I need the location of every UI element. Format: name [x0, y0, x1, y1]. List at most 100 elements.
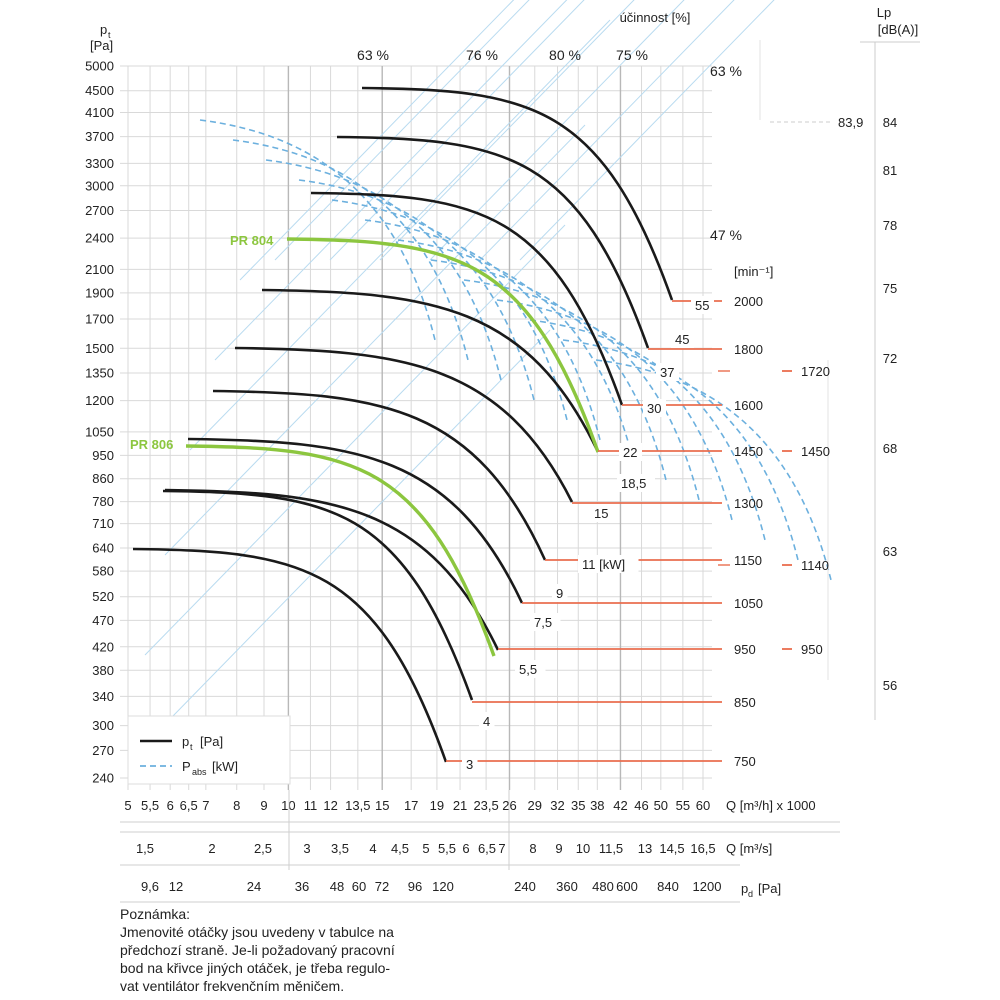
legend-label: P	[182, 759, 191, 774]
y-axis-title: p	[100, 22, 107, 37]
x-tick-label: 21	[453, 798, 467, 813]
pressure-curve	[162, 489, 474, 701]
footnote-title: Poznámka:	[120, 906, 191, 922]
pd-tick-label: 36	[295, 879, 309, 894]
system-curve-line	[189, 19, 611, 451]
pd-tick-label: 120	[432, 879, 454, 894]
q-s-tick-label: 8	[529, 841, 536, 856]
x-tick-label: 35	[571, 798, 585, 813]
q-s-tick-label: 9	[555, 841, 562, 856]
power-label: 37	[660, 365, 674, 380]
y-tick-label: 1700	[85, 311, 114, 326]
q-s-tick-label: 2,5	[254, 841, 272, 856]
footnote-line: vat ventilátor frekvenčním měničem.	[120, 978, 345, 994]
rpm-extra-label: 1140	[801, 558, 829, 573]
y-tick-label: 4100	[85, 105, 114, 120]
highlight-curve	[286, 237, 600, 453]
power-label-bg	[462, 755, 478, 773]
power-curve	[595, 359, 832, 581]
y-tick-label: 1200	[85, 393, 114, 408]
y-tick-label: 3300	[85, 156, 114, 171]
system-curve-line	[379, 0, 635, 261]
power-curve	[463, 279, 700, 501]
power-label-bg	[590, 504, 613, 522]
y-tick-label: 860	[92, 471, 114, 486]
power-label-bg	[515, 660, 546, 678]
power-curve	[529, 319, 766, 541]
system-curve-line	[519, 0, 775, 261]
pd-tick-label: 1200	[693, 879, 722, 894]
pd-tick-label: 600	[616, 879, 638, 894]
noise-unit: [dB(A)]	[878, 22, 918, 37]
rpm-label: 950	[734, 642, 756, 657]
q-s-tick-label: 5,5	[438, 841, 456, 856]
y-tick-label: 520	[92, 589, 114, 604]
system-curve-line	[274, 0, 530, 261]
footnote-line: bod na křivce jiných otáček, je třeba re…	[120, 960, 391, 976]
system-curve-line	[239, 0, 515, 281]
x-tick-label: 15	[375, 798, 389, 813]
power-label: 18,5	[621, 476, 646, 491]
y-tick-label: 2400	[85, 231, 114, 246]
rpm-label: 2000	[734, 294, 763, 309]
system-curve-line	[479, 0, 735, 261]
x-tick-label: 46	[634, 798, 648, 813]
pd-tick-label: 24	[247, 879, 261, 894]
efficiency-label: 63 %	[357, 47, 389, 63]
rpm-unit: [min⁻¹]	[734, 264, 773, 279]
power-label: 3	[466, 757, 473, 772]
power-label: 4	[483, 714, 490, 729]
noise-tick-label: 84	[883, 115, 897, 130]
legend-unit: [Pa]	[200, 734, 223, 749]
q-s-tick-label: 6	[462, 841, 469, 856]
y-tick-label: 240	[92, 771, 114, 786]
pressure-curves	[132, 86, 674, 763]
q-s-tick-label: 3	[303, 841, 310, 856]
x-axis-title: Q [m³/h] x 1000	[726, 798, 816, 813]
pressure-curve	[361, 86, 674, 301]
y-tick-label: 4500	[85, 83, 114, 98]
power-label: 30	[647, 401, 661, 416]
x-tick-label: 12	[323, 798, 337, 813]
rpm-lines	[446, 300, 792, 762]
power-curve	[562, 339, 799, 561]
efficiency-label: 47 %	[710, 227, 742, 243]
rpm-label: 1600	[734, 398, 763, 413]
x-tick-label: 11	[304, 798, 318, 813]
q-s-axis-title: Q [m³/s]	[726, 841, 772, 856]
q-s-tick-label: 11,5	[599, 841, 623, 856]
noise-tick-label: 63	[883, 544, 897, 559]
power-label-bg	[578, 555, 639, 573]
rpm-extra-label: 950	[801, 642, 823, 657]
y-tick-label: 420	[92, 639, 114, 654]
x-tick-label: 50	[654, 798, 668, 813]
power-curve	[199, 119, 436, 341]
power-label-bg	[671, 330, 694, 348]
y-tick-label: 340	[92, 689, 114, 704]
q-s-tick-label: 7	[498, 841, 505, 856]
q-s-tick-label: 6,5	[478, 841, 496, 856]
efficiency-label: 80 %	[549, 47, 581, 63]
pd-axis-title-sub: d	[748, 889, 753, 899]
x-tick-label: 29	[528, 798, 542, 813]
x-tick-label: 10	[281, 798, 295, 813]
pressure-curve	[212, 389, 547, 561]
y-tick-label: 380	[92, 663, 114, 678]
y-axis-title-sub: t	[108, 30, 111, 40]
power-label-bg	[691, 296, 714, 314]
power-curve	[331, 199, 568, 421]
pd-tick-label: 12	[169, 879, 183, 894]
q-s-tick-label: 4,5	[391, 841, 409, 856]
pd-tick-label: 9,6	[141, 879, 159, 894]
q-s-tick-label: 4	[369, 841, 376, 856]
highlight-curve	[185, 444, 496, 657]
power-label-bg	[479, 712, 495, 730]
rpm-extra-label: 1720	[801, 364, 830, 379]
power-label-bg	[552, 584, 568, 602]
labels: 63 % 76 % 80 % 75 % 63 % 47 % účinnost [%] PR 8…	[130, 5, 918, 773]
y-tick-label: 710	[92, 516, 114, 531]
x-tick-label: 23,5	[473, 798, 498, 813]
power-label: 45	[675, 332, 689, 347]
x-tick-label: 5,5	[141, 798, 159, 813]
